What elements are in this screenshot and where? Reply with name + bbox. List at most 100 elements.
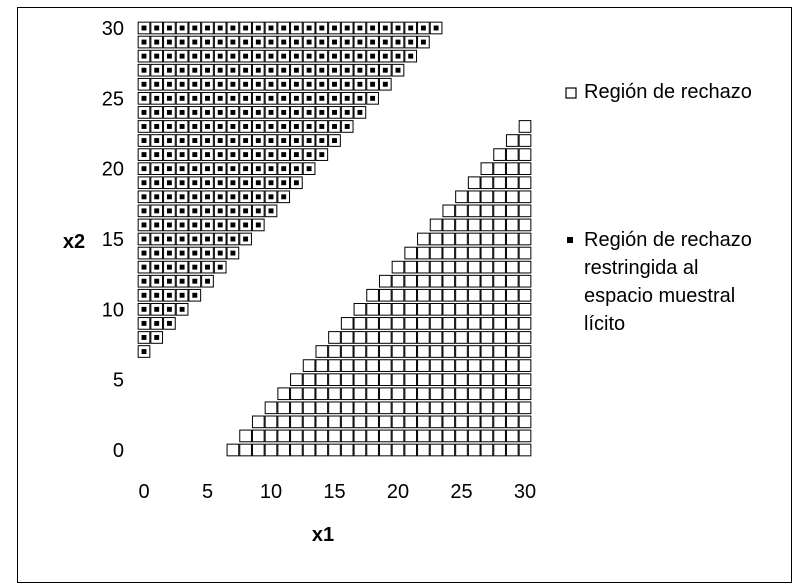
- restricted-rejection-point: [255, 222, 261, 228]
- restricted-rejection-point: [293, 109, 299, 115]
- restricted-rejection-point: [332, 124, 337, 129]
- rejection-point: [518, 317, 532, 330]
- rejection-point: [442, 401, 456, 415]
- restricted-rejection-point: [179, 138, 185, 143]
- restricted-rejection-point: [166, 222, 172, 228]
- rejection-point: [493, 274, 506, 288]
- rejection-point: [493, 415, 506, 429]
- restricted-rejection-point: [268, 194, 274, 200]
- rejection-point: [340, 429, 354, 443]
- rejection-point: [429, 401, 443, 415]
- rejection-point: [391, 331, 405, 344]
- restricted-rejection-point: [192, 208, 198, 214]
- restricted-rejection-point: [319, 67, 325, 73]
- rejection-point: [493, 317, 506, 330]
- restricted-rejection-point: [141, 166, 147, 172]
- rejection-point: [417, 345, 430, 358]
- rejection-point: [455, 274, 468, 288]
- rejection-point: [429, 345, 443, 358]
- rejection-point: [353, 401, 367, 415]
- rejection-point: [455, 401, 468, 415]
- rejection-point: [404, 443, 418, 457]
- restricted-rejection-point: [154, 166, 160, 172]
- rejection-point: [404, 401, 418, 415]
- rejection-point: [353, 302, 367, 316]
- rejection-point: [302, 429, 316, 443]
- rejection-point: [442, 218, 456, 232]
- rejection-point: [417, 415, 430, 429]
- restricted-rejection-point: [141, 95, 147, 101]
- restricted-rejection-point: [306, 166, 312, 172]
- restricted-rejection-point: [255, 194, 261, 200]
- rejection-point: [353, 345, 367, 358]
- restricted-rejection-point: [141, 306, 147, 312]
- restricted-rejection-point: [154, 264, 160, 270]
- rejection-point: [404, 260, 418, 274]
- rejection-point: [366, 331, 379, 344]
- restricted-rejection-point: [192, 236, 198, 242]
- restricted-rejection-point: [166, 278, 172, 284]
- restricted-rejection-point: [166, 166, 172, 172]
- rejection-point: [455, 317, 468, 330]
- restricted-rejection-point: [141, 278, 147, 284]
- rejection-point: [467, 317, 481, 330]
- restricted-rejection-point: [141, 53, 147, 59]
- restricted-rejection-point: [154, 335, 160, 340]
- rejection-point: [391, 401, 405, 415]
- restricted-rejection-point: [306, 124, 312, 129]
- restricted-rejection-point: [205, 236, 210, 242]
- restricted-rejection-point: [281, 124, 287, 129]
- restricted-rejection-point: [319, 81, 325, 87]
- restricted-rejection-point: [205, 208, 210, 214]
- rejection-point: [404, 288, 418, 302]
- rejection-point: [378, 288, 392, 302]
- restricted-rejection-point: [230, 95, 236, 101]
- rejection-point: [366, 415, 379, 429]
- chart-frame: 0 5 10 15 20 25 30 0 5 10 15 20 25 30 x1 x2 Región d…: [17, 7, 792, 583]
- restricted-rejection-point: [357, 81, 363, 87]
- restricted-rejection-point: [332, 95, 337, 101]
- restricted-rejection-point: [192, 25, 198, 31]
- rejection-point: [493, 331, 506, 344]
- rejection-point: [315, 443, 329, 457]
- restricted-rejection-point: [217, 152, 223, 158]
- rejection-point: [493, 162, 506, 176]
- rejection-point: [442, 232, 456, 246]
- restricted-rejection-point: [141, 25, 147, 31]
- rejection-point: [302, 401, 316, 415]
- chart-svg: 0 5 10 15 20 25 30 0 5 10 15 20 25 30 x1 x2 Región d…: [63, 18, 752, 546]
- rejection-point: [467, 415, 481, 429]
- restricted-rejection-point: [154, 95, 160, 101]
- restricted-rejection-point: [192, 109, 198, 115]
- restricted-rejection-point: [217, 81, 223, 87]
- restricted-rejection-point: [166, 180, 172, 186]
- restricted-rejection-point: [154, 222, 160, 228]
- restricted-rejection-point: [408, 53, 414, 59]
- restricted-rejection-point: [230, 152, 236, 158]
- rejection-point: [417, 373, 430, 387]
- rejection-point: [505, 443, 519, 457]
- restricted-rejection-point: [179, 67, 185, 73]
- rejection-point: [328, 387, 341, 401]
- restricted-rejection-point: [293, 67, 299, 73]
- rejection-point: [455, 190, 468, 204]
- rejection-point: [518, 274, 532, 288]
- rejection-point: [480, 218, 494, 232]
- restricted-rejection-point: [281, 138, 287, 143]
- restricted-rejection-point: [332, 109, 337, 115]
- rejection-point: [505, 401, 519, 415]
- rejection-point: [467, 331, 481, 344]
- restricted-rejection-point: [217, 236, 223, 242]
- restricted-rejection-point: [192, 138, 198, 143]
- restricted-rejection-point: [281, 152, 287, 158]
- rejection-point: [302, 415, 316, 429]
- restricted-rejection-point: [268, 124, 274, 129]
- rejection-point: [480, 176, 494, 190]
- rejection-point: [264, 415, 278, 429]
- restricted-rejection-point: [205, 166, 210, 172]
- rejection-point: [480, 345, 494, 358]
- rejection-point: [505, 218, 519, 232]
- rejection-point: [429, 331, 443, 344]
- restricted-rejection-point: [357, 109, 363, 115]
- restricted-rejection-point: [243, 236, 249, 242]
